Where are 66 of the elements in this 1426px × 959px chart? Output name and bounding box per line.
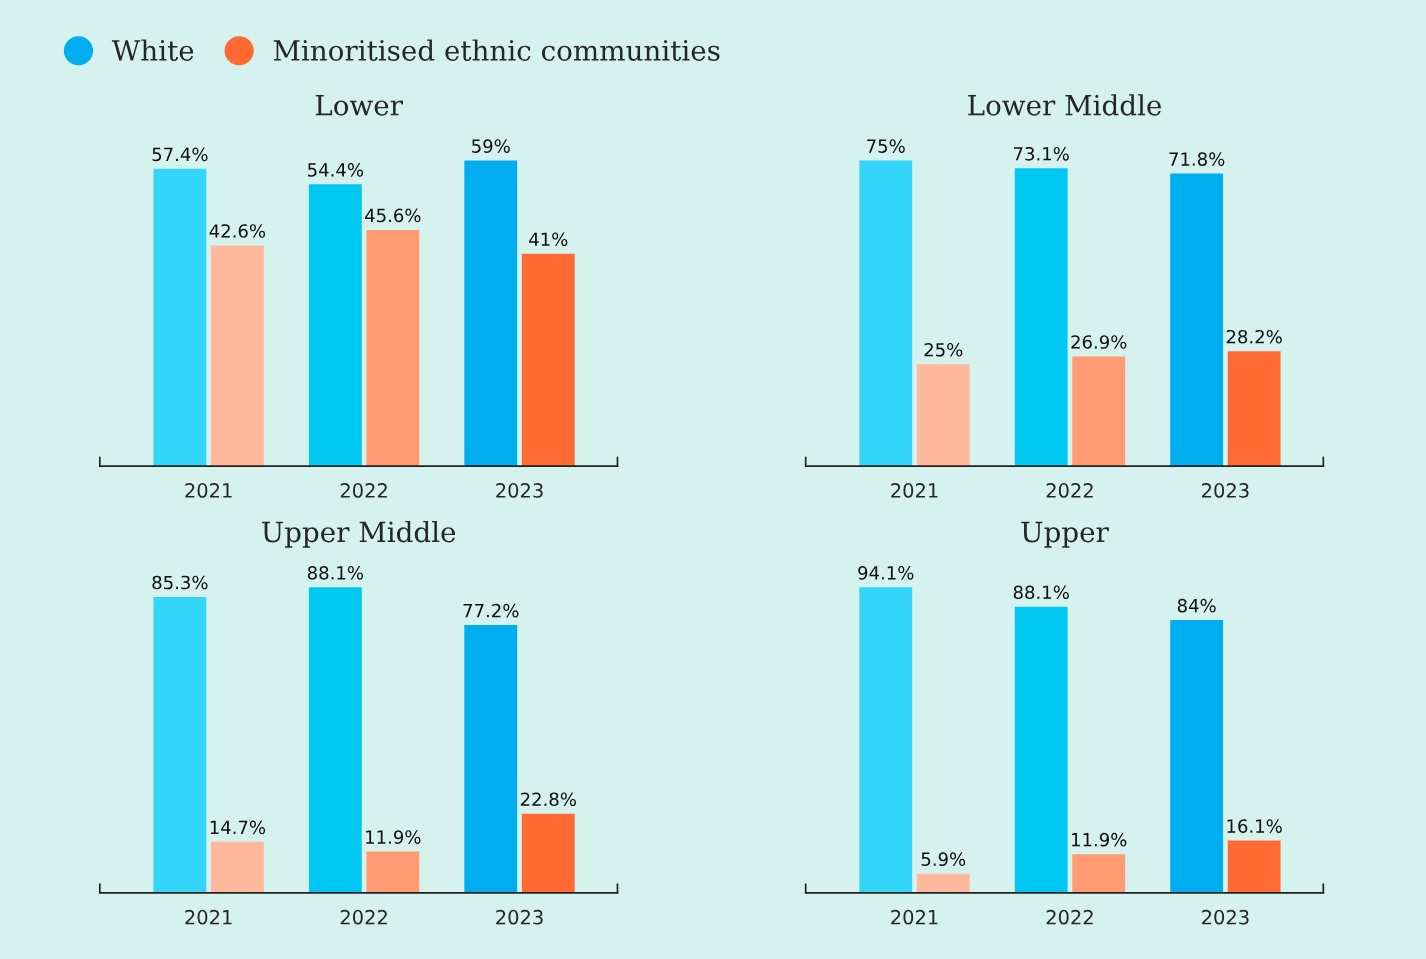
x-tick-label: 2022 <box>340 483 387 498</box>
bar <box>916 873 970 893</box>
bar <box>1014 606 1068 893</box>
data-label: 71.8% <box>1169 152 1225 166</box>
chart-title: Lower <box>315 95 403 116</box>
data-label: 5.9% <box>921 852 966 867</box>
data-label: 28.2% <box>1226 329 1282 344</box>
data-label: 22.8% <box>520 792 576 807</box>
x-tick-label: 2021 <box>185 909 232 925</box>
bar <box>1170 173 1224 467</box>
x-tick-label: 2021 <box>891 483 938 498</box>
bar <box>153 168 207 467</box>
data-label: 73.1% <box>1013 146 1069 161</box>
bar <box>1072 356 1126 467</box>
x-tick-label: 2023 <box>1202 483 1249 498</box>
bar <box>521 813 575 893</box>
data-label: 88.1% <box>307 565 363 580</box>
bar <box>366 229 420 467</box>
bar <box>210 841 264 893</box>
x-tick-label: 2023 <box>496 909 543 925</box>
bar <box>153 597 207 893</box>
bar <box>308 587 362 893</box>
bar <box>210 245 264 467</box>
bar <box>1227 351 1281 467</box>
x-tick-label: 2023 <box>1202 909 1249 925</box>
bar <box>859 160 913 467</box>
bar <box>1227 840 1281 893</box>
data-label: 94.1% <box>858 565 914 580</box>
chart-title: Lower Middle <box>968 94 1161 116</box>
data-label: 41% <box>529 232 568 247</box>
bar <box>366 851 420 893</box>
x-tick-label: 2023 <box>496 483 543 498</box>
x-tick-label: 2021 <box>891 909 938 925</box>
data-label: 57.4% <box>152 147 208 162</box>
data-label: 54.4% <box>308 163 363 177</box>
chart-title: Upper Middle <box>262 520 456 548</box>
bar <box>916 364 970 467</box>
bar <box>859 587 913 893</box>
data-label: 75% <box>867 139 905 153</box>
x-tick-label: 2021 <box>185 483 232 498</box>
bar <box>464 160 518 467</box>
chart-title: Upper <box>1021 521 1109 548</box>
bar <box>1014 168 1068 467</box>
bar <box>464 625 518 893</box>
bar <box>1072 854 1126 893</box>
data-label: 88.1% <box>1013 585 1069 600</box>
bar <box>521 253 575 467</box>
legend-label: White <box>111 39 194 61</box>
bar <box>308 184 362 467</box>
data-label: 85.3% <box>152 575 208 590</box>
data-label: 77.2% <box>463 603 519 618</box>
bar <box>1170 620 1224 893</box>
data-label: 59% <box>472 139 510 153</box>
data-label: 26.9% <box>1071 335 1127 349</box>
data-label: 11.9% <box>1072 832 1127 847</box>
data-label: 45.6% <box>365 208 421 223</box>
legend-label: Minoritised ethnic communities <box>273 39 720 61</box>
data-label: 16.1% <box>1227 819 1282 833</box>
data-label: 11.9% <box>366 830 421 844</box>
data-label: 14.7% <box>210 820 266 835</box>
data-label: 25% <box>924 342 963 357</box>
data-label: 42.6% <box>209 224 266 238</box>
x-tick-label: 2022 <box>340 909 387 925</box>
x-tick-label: 2022 <box>1046 909 1093 925</box>
data-label: 84% <box>1177 598 1216 613</box>
x-tick-label: 2022 <box>1046 483 1093 498</box>
